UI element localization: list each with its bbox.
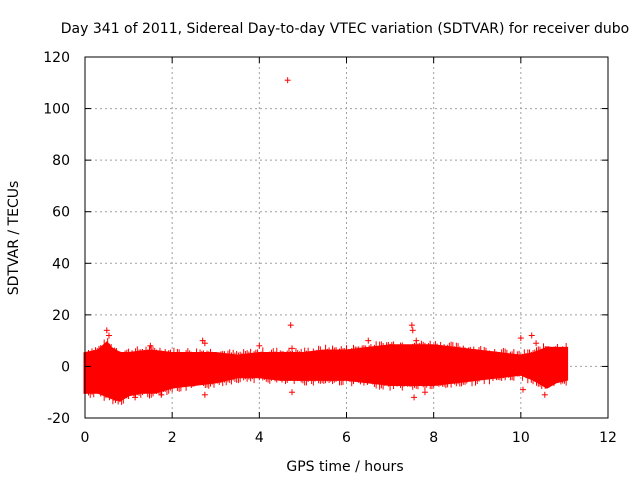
data-point bbox=[112, 396, 119, 403]
x-tick-label: 0 bbox=[81, 430, 90, 446]
data-point bbox=[256, 342, 263, 349]
data-point bbox=[421, 389, 428, 396]
data-point bbox=[411, 394, 418, 401]
data-point bbox=[289, 389, 296, 396]
x-tick-label: 2 bbox=[168, 430, 177, 446]
data-point bbox=[284, 77, 291, 84]
y-tick-label: 100 bbox=[43, 102, 70, 118]
x-tick-label: 8 bbox=[429, 430, 438, 446]
y-tick-label: 60 bbox=[52, 205, 70, 221]
data-point bbox=[539, 350, 546, 357]
y-tick-label: 80 bbox=[52, 153, 70, 169]
x-axis-label: GPS time / hours bbox=[286, 459, 403, 475]
data-point bbox=[408, 322, 415, 329]
data-point bbox=[409, 327, 416, 334]
data-point bbox=[413, 337, 420, 344]
data-point bbox=[201, 340, 208, 347]
data-point bbox=[533, 340, 540, 347]
y-tick-label: -20 bbox=[47, 411, 70, 427]
ticks: 0 2 4 6 8 10 12 -20 0 20 40 60 80 100 120 bbox=[43, 50, 617, 446]
x-tick-label: 12 bbox=[599, 430, 617, 446]
y-tick-label: 0 bbox=[61, 359, 70, 375]
data-point bbox=[365, 337, 372, 344]
y-axis-label: SDTVAR / TECUs bbox=[6, 181, 22, 296]
y-tick-label: 120 bbox=[43, 50, 70, 66]
data-point bbox=[201, 391, 208, 398]
data-point bbox=[541, 391, 548, 398]
chart-title: Day 341 of 2011, Sidereal Day-to-day VTE… bbox=[61, 21, 629, 37]
y-tick-label: 40 bbox=[52, 256, 70, 272]
data-layer bbox=[83, 77, 569, 405]
data-point bbox=[520, 386, 527, 393]
x-tick-label: 4 bbox=[255, 430, 264, 446]
data-point bbox=[158, 391, 165, 398]
data-point bbox=[287, 322, 294, 329]
data-point bbox=[103, 327, 110, 334]
data-point bbox=[105, 332, 112, 339]
x-tick-label: 10 bbox=[512, 430, 530, 446]
data-point bbox=[528, 332, 535, 339]
x-tick-label: 6 bbox=[342, 430, 351, 446]
data-point bbox=[517, 335, 524, 342]
data-point bbox=[289, 345, 296, 352]
data-point bbox=[147, 342, 154, 349]
data-point bbox=[132, 394, 139, 401]
y-tick-label: 20 bbox=[52, 308, 70, 324]
